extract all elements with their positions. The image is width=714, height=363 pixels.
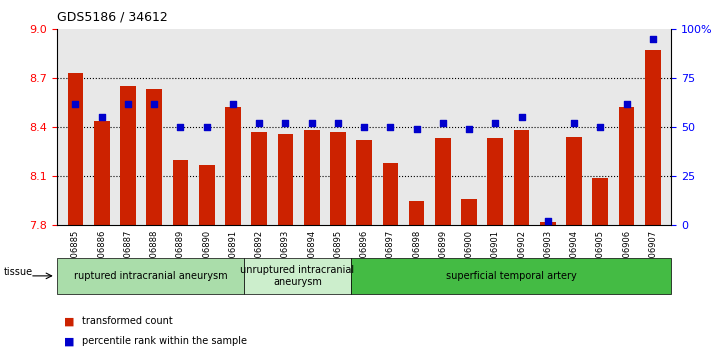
Point [621, 101, 633, 106]
Point [542, 218, 553, 224]
Bar [173, 160, 188, 225]
Point [516, 114, 528, 120]
Text: tissue: tissue [4, 267, 33, 277]
Text: ■: ■ [64, 336, 75, 346]
Text: ruptured intracranial aneurysm: ruptured intracranial aneurysm [74, 271, 227, 281]
Bar [356, 140, 372, 225]
Bar [251, 132, 267, 225]
Bar [68, 73, 84, 225]
Bar [146, 89, 162, 225]
Point [358, 124, 370, 130]
Point [96, 114, 107, 120]
Bar [645, 50, 660, 225]
Text: percentile rank within the sample: percentile rank within the sample [82, 336, 247, 346]
Bar [566, 137, 582, 225]
Bar [540, 222, 555, 225]
Point [175, 124, 186, 130]
Bar [198, 164, 215, 225]
Bar [303, 130, 320, 225]
Point [385, 124, 396, 130]
Point [122, 101, 134, 106]
Point [463, 126, 475, 132]
Point [280, 120, 291, 126]
Point [201, 124, 212, 130]
Bar [461, 199, 477, 225]
Point [490, 120, 501, 126]
Point [306, 120, 317, 126]
Point [568, 120, 580, 126]
Bar [488, 138, 503, 225]
Bar [94, 121, 110, 225]
Text: GDS5186 / 34612: GDS5186 / 34612 [57, 11, 168, 24]
Bar [435, 138, 451, 225]
Bar [408, 200, 425, 225]
Bar [330, 132, 346, 225]
Text: superficial temporal artery: superficial temporal artery [446, 271, 576, 281]
Point [253, 120, 265, 126]
Bar [513, 130, 530, 225]
Text: ■: ■ [64, 316, 75, 326]
Text: unruptured intracranial
aneurysm: unruptured intracranial aneurysm [241, 265, 354, 287]
Point [647, 36, 658, 42]
Point [149, 101, 160, 106]
Bar [618, 107, 635, 225]
Point [595, 124, 606, 130]
Point [227, 101, 238, 106]
Bar [383, 163, 398, 225]
Point [437, 120, 448, 126]
Point [411, 126, 423, 132]
Text: transformed count: transformed count [82, 316, 173, 326]
Bar [593, 178, 608, 225]
Point [70, 101, 81, 106]
Bar [120, 86, 136, 225]
Point [332, 120, 343, 126]
Bar [278, 134, 293, 225]
Bar [225, 107, 241, 225]
